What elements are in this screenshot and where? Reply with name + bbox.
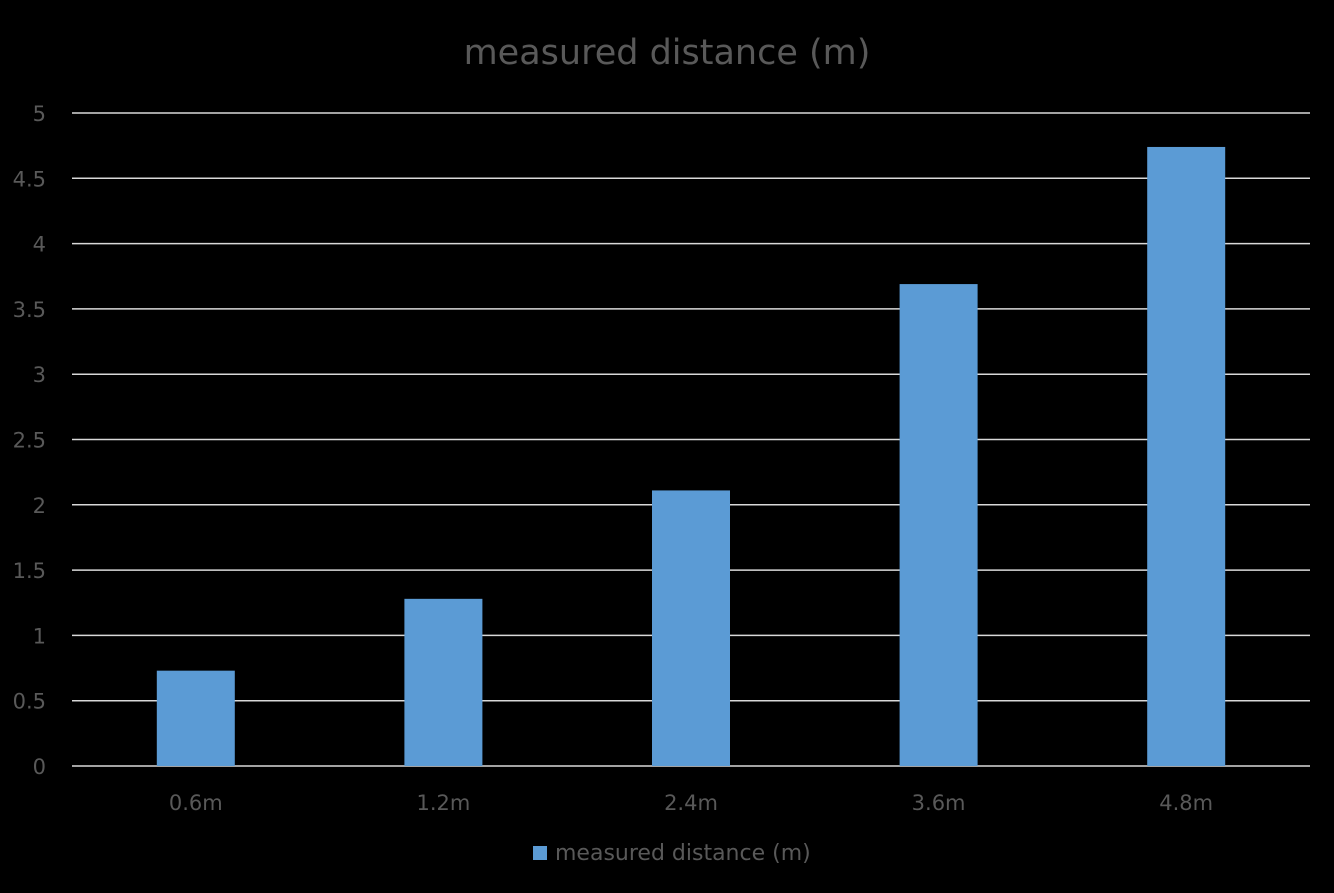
y-tick-label: 4 bbox=[33, 233, 46, 257]
x-tick-label: 1.2m bbox=[416, 791, 470, 815]
bar-0.6m bbox=[156, 670, 235, 766]
y-tick-label: 1.5 bbox=[13, 559, 46, 583]
y-tick-label: 3.5 bbox=[13, 298, 46, 322]
bar-1.2m bbox=[404, 598, 483, 766]
y-tick-label: 1 bbox=[33, 624, 46, 648]
y-tick-label: 0 bbox=[33, 755, 46, 779]
y-tick-label: 5 bbox=[33, 102, 46, 126]
x-tick-label: 2.4m bbox=[664, 791, 718, 815]
bars bbox=[156, 146, 1226, 766]
y-tick-label: 0.5 bbox=[13, 690, 46, 714]
y-tick-label: 4.5 bbox=[13, 167, 46, 191]
x-axis-ticks: 0.6m 1.2m 2.4m 3.6m 4.8m bbox=[169, 791, 1213, 815]
y-tick-label: 3 bbox=[33, 363, 46, 387]
y-tick-label: 2 bbox=[33, 494, 46, 518]
chart-title: measured distance (m) bbox=[464, 33, 871, 73]
legend: measured distance (m) bbox=[533, 841, 811, 866]
y-tick-label: 2.5 bbox=[13, 429, 46, 453]
x-tick-label: 3.6m bbox=[912, 791, 966, 815]
y-axis-ticks: 0 0.5 1 1.5 2 2.5 3 3.5 4 4.5 5 bbox=[13, 102, 46, 779]
x-tick-label: 0.6m bbox=[169, 791, 223, 815]
bar-3.6m bbox=[899, 284, 978, 766]
bar-4.8m bbox=[1147, 146, 1226, 766]
legend-label: measured distance (m) bbox=[555, 841, 811, 866]
bar-2.4m bbox=[652, 490, 730, 766]
legend-swatch bbox=[533, 846, 547, 860]
x-tick-label: 4.8m bbox=[1159, 791, 1213, 815]
